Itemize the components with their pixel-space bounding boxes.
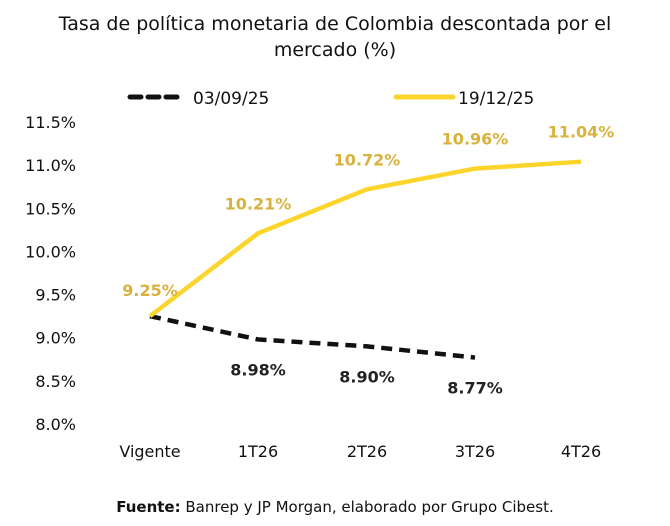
- y-tick-label: 10.5%: [25, 199, 76, 218]
- series-line-2: [148, 159, 582, 318]
- source-text: Banrep y JP Morgan, elaborado por Grupo …: [181, 498, 554, 516]
- chart-title-line1: Tasa de política monetaria de Colombia d…: [58, 13, 612, 35]
- x-tick-label: Vigente: [119, 442, 180, 461]
- legend-label-series-1: 03/09/25: [193, 89, 269, 109]
- data-label: 10.21%: [225, 194, 292, 213]
- source-label: Fuente:: [116, 498, 180, 516]
- data-label: 10.96%: [442, 130, 509, 149]
- data-label: 10.72%: [334, 150, 401, 169]
- y-tick-label: 8.5%: [35, 372, 76, 391]
- x-tick-label: 4T26: [561, 442, 601, 461]
- y-tick-label: 10.0%: [25, 242, 76, 261]
- chart-title-line2: mercado (%): [274, 39, 396, 61]
- series-line-1: [149, 313, 476, 360]
- data-label: 9.25%: [122, 281, 178, 300]
- y-tick-label: 11.0%: [25, 156, 76, 175]
- y-tick-label: 9.5%: [35, 286, 76, 305]
- data-label: 8.90%: [339, 367, 395, 386]
- x-tick-label: 1T26: [238, 442, 278, 461]
- legend-label-series-2: 19/12/25: [458, 89, 534, 109]
- y-tick-label: 8.0%: [35, 415, 76, 434]
- x-tick-label: 3T26: [455, 442, 495, 461]
- data-label: 11.04%: [548, 123, 615, 142]
- y-tick-label: 11.5%: [25, 113, 76, 132]
- data-label: 8.98%: [230, 360, 286, 379]
- data-label: 8.77%: [447, 379, 503, 398]
- y-tick-label: 9.0%: [35, 329, 76, 348]
- x-tick-label: 2T26: [347, 442, 387, 461]
- legend: 03/09/25 19/12/25: [127, 89, 534, 109]
- source-note: Fuente: Banrep y JP Morgan, elaborado po…: [116, 498, 554, 516]
